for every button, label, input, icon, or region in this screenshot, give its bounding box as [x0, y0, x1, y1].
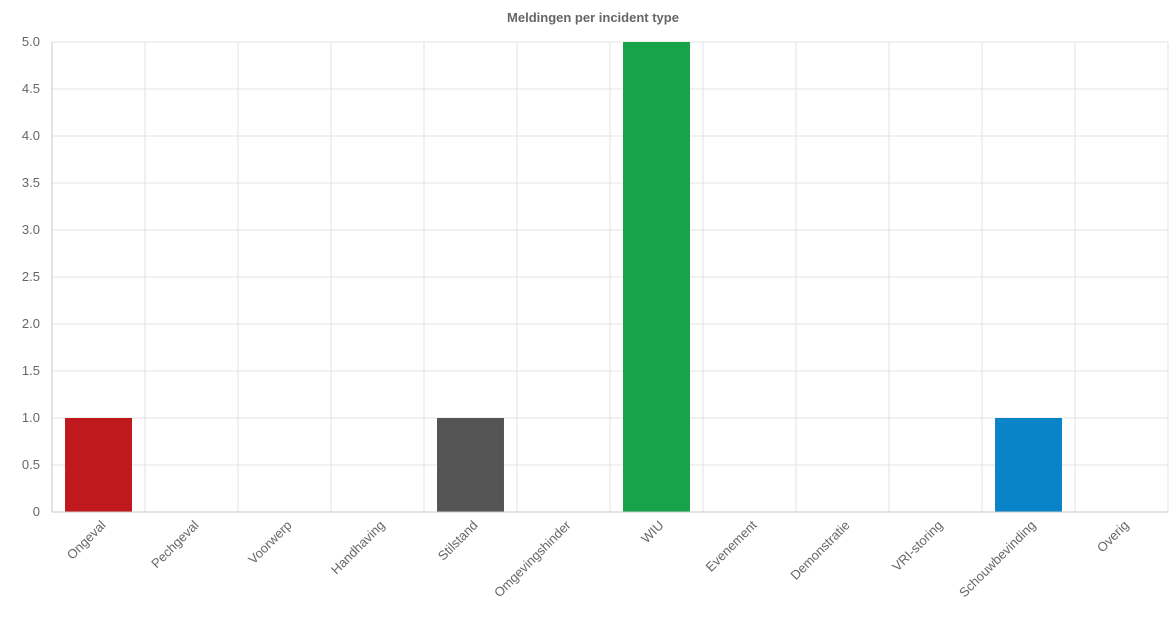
y-tick-label: 1.5	[22, 363, 40, 378]
y-tick-label: 0	[33, 504, 40, 519]
axes	[51, 42, 1168, 513]
bar-schouwbevinding[interactable]	[995, 418, 1062, 512]
y-tick-label: 5.0	[22, 34, 40, 49]
x-tick-label: Handhaving	[328, 518, 388, 578]
x-tick-label: Overig	[1094, 518, 1132, 556]
y-tick-label: 1.0	[22, 410, 40, 425]
y-tick-label: 2.5	[22, 269, 40, 284]
y-tick-label: 3.0	[22, 222, 40, 237]
y-tick-label: 2.0	[22, 316, 40, 331]
y-tick-labels: 0 0.5 1.0 1.5 2.0 2.5 3.0 3.5 4.0 4.5 5.0	[22, 34, 40, 519]
x-tick-labels: Ongeval Pechgeval Voorwerp Handhaving Stilst…	[64, 517, 1132, 600]
y-tick-label: 3.5	[22, 175, 40, 190]
y-tick-label: 0.5	[22, 457, 40, 472]
bar-wiu[interactable]	[623, 42, 690, 512]
x-tick-label: VRI-storing	[889, 518, 946, 575]
x-tick-label: Demonstratie	[787, 518, 852, 583]
bars	[65, 42, 1062, 512]
x-tick-label: Voorwerp	[245, 518, 294, 567]
chart-title: Meldingen per incident type	[507, 10, 679, 25]
x-tick-label: Pechgeval	[148, 517, 202, 571]
x-tick-label: Ongeval	[64, 517, 109, 562]
bar-ongeval[interactable]	[65, 418, 132, 512]
x-tick-label: Evenement	[703, 517, 760, 574]
x-tick-label: WIU	[638, 518, 666, 546]
bar-stilstand[interactable]	[437, 418, 504, 512]
y-tick-label: 4.5	[22, 81, 40, 96]
x-tick-label: Schouwbevinding	[956, 518, 1039, 601]
x-tick-label: Stilstand	[435, 518, 481, 564]
y-tick-label: 4.0	[22, 128, 40, 143]
x-tick-label: Omgevingshinder	[491, 517, 574, 600]
